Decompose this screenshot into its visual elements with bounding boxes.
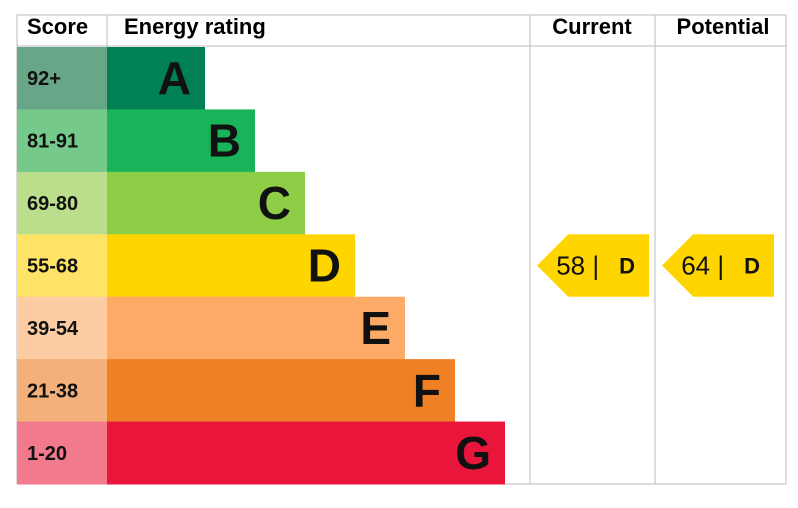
score-cell-e	[17, 296, 107, 360]
score-range-label: 69-80	[27, 193, 78, 215]
score-range-label: 21-38	[27, 380, 78, 402]
rating-letter: G	[455, 427, 491, 479]
rating-bar-e	[107, 296, 405, 360]
current-letter: D	[619, 254, 635, 279]
potential-letter: D	[744, 254, 760, 279]
header-score: Score	[27, 14, 88, 39]
rating-bar-f	[107, 359, 455, 423]
rating-bar-c	[107, 171, 305, 235]
current-score: 58 |	[556, 251, 599, 281]
rating-letter: B	[208, 115, 241, 167]
score-cell-d	[17, 234, 107, 298]
rating-bar-d	[107, 234, 355, 298]
potential-rating-arrow	[662, 234, 774, 297]
score-cell-a	[17, 47, 107, 110]
header-current: Current	[552, 14, 632, 39]
rating-letter: C	[258, 177, 291, 229]
rating-letter: F	[413, 364, 441, 416]
score-cell-g	[17, 421, 107, 485]
score-range-label: 39-54	[27, 318, 79, 340]
score-cell-f	[17, 359, 107, 423]
score-cell-c	[17, 171, 107, 235]
header-potential: Potential	[677, 14, 770, 39]
rating-letter: E	[360, 302, 391, 354]
current-rating-arrow	[537, 234, 649, 297]
rating-letter: A	[158, 52, 191, 104]
rating-letter: D	[308, 240, 341, 292]
score-range-label: 55-68	[27, 256, 78, 278]
header-energy-rating: Energy rating	[124, 14, 266, 39]
score-range-label: 1-20	[27, 443, 67, 465]
potential-score: 64 |	[681, 251, 724, 281]
score-range-label: 92+	[27, 68, 61, 90]
score-cell-b	[17, 109, 107, 173]
score-range-label: 81-91	[27, 131, 78, 153]
rating-bar-b	[107, 109, 255, 173]
rating-bar-a	[107, 47, 205, 110]
rating-bar-g	[107, 421, 505, 485]
